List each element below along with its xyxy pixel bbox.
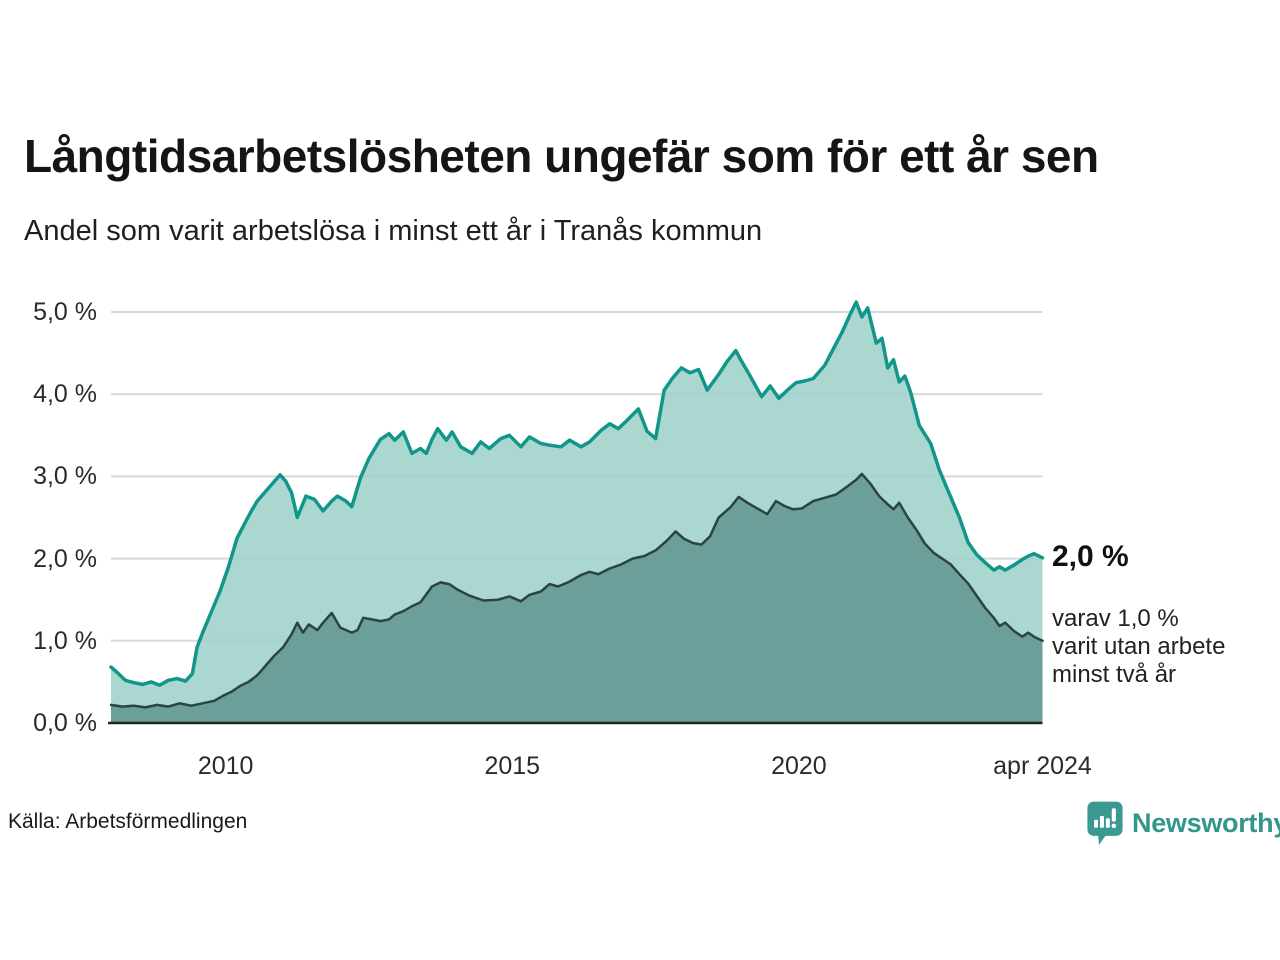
line-series-2: [109, 472, 1044, 709]
x-tick-label: apr 2024: [993, 752, 1092, 780]
source-note: Källa: Arbetsförmedlingen: [8, 810, 248, 833]
series-end-sub-label: varav 1,0 % varit utan arbete minst två år: [1052, 605, 1225, 689]
y-tick-label: 4,0 %: [33, 380, 97, 409]
page-subtitle: Andel som varit arbetslösa i minst ett å…: [24, 215, 763, 247]
area-fill-series-2: [111, 473, 1043, 723]
series-end-sub-label-line: varav 1,0 %: [1052, 605, 1179, 632]
y-tick-label: 3,0 %: [33, 462, 97, 491]
page-title: Långtidsarbetslösheten ungefär som för e…: [24, 130, 1099, 182]
y-tick-label: 2,0 %: [33, 544, 97, 573]
newsworthy-speech-bubble-bar-chart-icon: [1087, 801, 1123, 845]
y-tick-label: 1,0 %: [33, 626, 97, 655]
brand-name: Newsworthy: [1132, 807, 1280, 838]
series-end-sub-label-line: minst två år: [1052, 661, 1177, 688]
x-tick-label: 2010: [197, 752, 254, 780]
line-series-1: [109, 300, 1045, 687]
series-end-value-label: 2,0 %: [1052, 540, 1129, 573]
y-tick-label: 0,0 %: [33, 709, 97, 737]
y-tick-label: 5,0 %: [33, 298, 97, 326]
series-end-sub-label-line: varit utan arbete: [1052, 633, 1226, 660]
brand-logo: Newsworthy: [1086, 798, 1280, 848]
x-tick-label: 2015: [484, 752, 541, 780]
x-tick-label: 2020: [771, 752, 827, 780]
